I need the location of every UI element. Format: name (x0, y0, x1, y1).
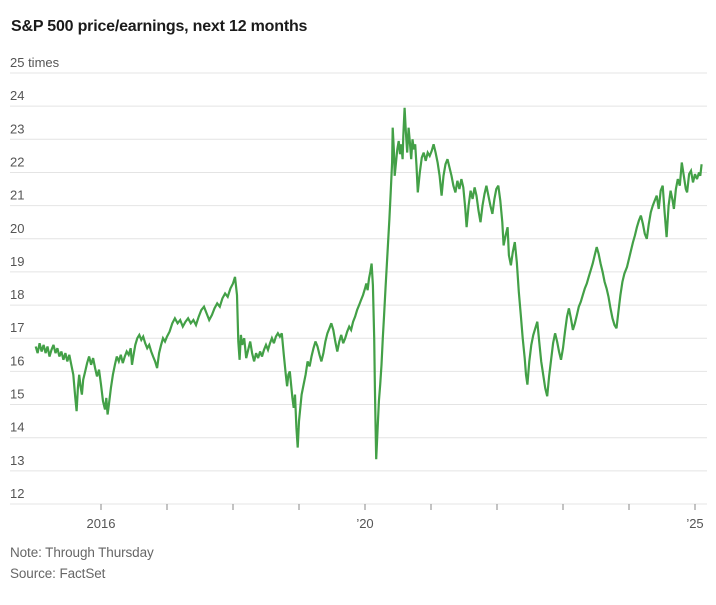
chart-note: Note: Through Thursday (10, 545, 154, 560)
y-axis-label: 17 (10, 320, 24, 335)
x-tick-label: ’20 (356, 516, 373, 531)
x-tick-label: ’25 (686, 516, 703, 531)
y-axis-label: 21 (10, 188, 24, 203)
y-axis-label: 15 (10, 387, 24, 402)
y-axis-label: 13 (10, 453, 24, 468)
chart-source: Source: FactSet (10, 566, 106, 581)
y-axis-label: 23 (10, 121, 24, 136)
y-axis-label: 24 (10, 88, 24, 103)
pe-series-line (34, 107, 703, 460)
y-axis-label: 25 times (10, 55, 60, 70)
y-axis-label: 12 (10, 486, 24, 501)
y-axis-label: 18 (10, 287, 24, 302)
y-axis-label: 20 (10, 221, 24, 236)
x-tick-label: 2016 (87, 516, 116, 531)
pe-ratio-line-chart: 25 times 24 23 22 21 20 19 18 17 16 15 14 13 12 2016 ’2… (10, 55, 707, 531)
y-axis-label: 19 (10, 254, 24, 269)
y-axis-label: 22 (10, 154, 24, 169)
chart-title: S&P 500 price/earnings, next 12 months (11, 18, 308, 35)
y-axis-label: 16 (10, 353, 24, 368)
y-axis-label: 14 (10, 420, 24, 435)
